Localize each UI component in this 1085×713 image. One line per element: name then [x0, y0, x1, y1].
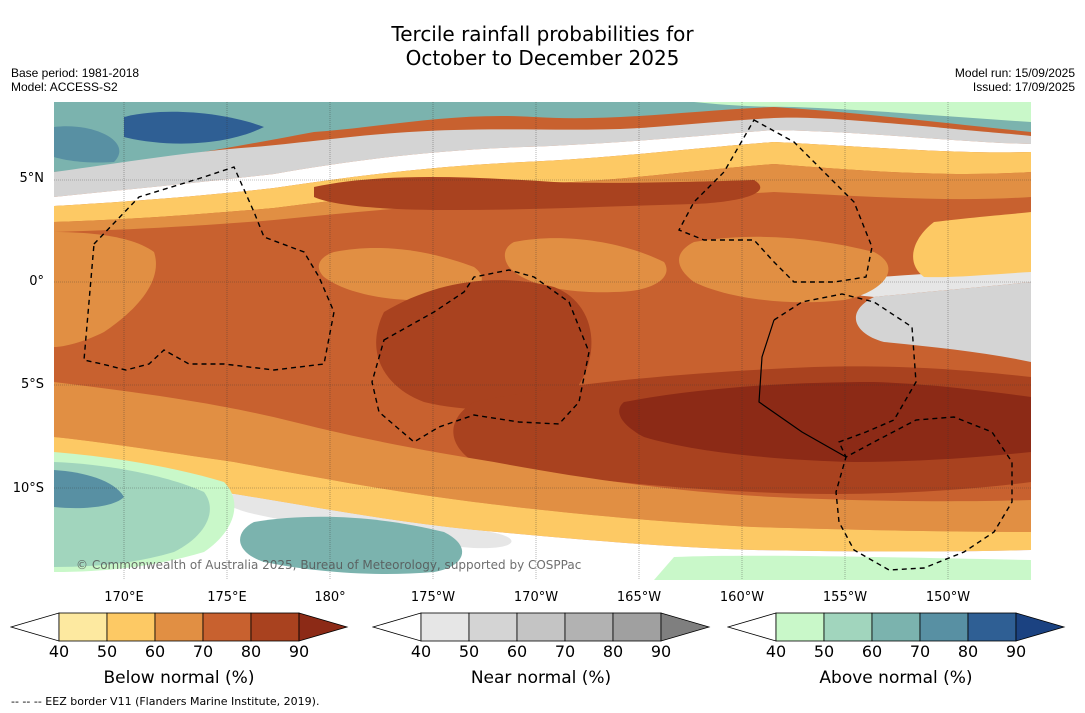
- tick-label: 90: [650, 642, 672, 661]
- probability-map: [54, 102, 1031, 580]
- tick-label: 90: [288, 642, 310, 661]
- tick-label: 60: [861, 642, 883, 661]
- lon-label-160w: 160°W: [719, 590, 765, 605]
- lon-label-150w: 150°W: [925, 590, 971, 605]
- tick-label: 40: [410, 642, 432, 661]
- north-above-dark: [124, 111, 264, 144]
- tick-label: 70: [909, 642, 931, 661]
- tick-label: 40: [765, 642, 787, 661]
- tick-label: 80: [957, 642, 979, 661]
- south-above-mid: [240, 516, 463, 574]
- copyright-notice: © Commonwealth of Australia 2025, Bureau…: [76, 558, 582, 572]
- issued-date: Issued: 17/09/2025: [972, 80, 1075, 94]
- colorbar-swatch: [202, 612, 252, 642]
- model-run: Model run: 15/09/2025: [954, 66, 1075, 80]
- colorbar-swatch: [154, 612, 204, 642]
- map-title: Tercile rainfall probabilities for Octob…: [0, 22, 1085, 70]
- tick-label: 50: [813, 642, 835, 661]
- lon-label-180: 180°: [314, 590, 346, 605]
- north-near-normal: [54, 117, 1031, 197]
- east-near-normal: [855, 282, 1031, 362]
- colorbar-below-normal: [10, 612, 349, 642]
- graticule: [54, 102, 1031, 580]
- equatorial-orange-mid: [504, 238, 667, 293]
- colorbar-extend-high: [1015, 612, 1066, 642]
- colorbar-swatch: [775, 612, 825, 642]
- north-light-green: [694, 102, 1031, 122]
- tick-label: 70: [554, 642, 576, 661]
- tick-label: 40: [48, 642, 70, 661]
- central-dark-zone: [376, 280, 592, 410]
- lat-label-10s: 10°S: [12, 481, 44, 496]
- tick-label: 80: [240, 642, 262, 661]
- base-period: Base period: 1981-2018: [11, 66, 140, 80]
- south-yellow-band: [54, 437, 1031, 552]
- title-line-1: Tercile rainfall probabilities for: [391, 22, 694, 46]
- eez-borders: [83, 119, 1013, 571]
- east-orange-patch: [679, 236, 889, 303]
- colorbar-extend-high: [298, 612, 349, 642]
- lon-label-175w: 175°W: [410, 590, 456, 605]
- lon-label-170w: 170°W: [513, 590, 559, 605]
- colorbar-swatch: [871, 612, 921, 642]
- north-above-mid: [54, 126, 120, 163]
- colorbar-extend-high: [660, 612, 711, 642]
- colorbar-swatch: [516, 612, 566, 642]
- eez-border-central: [371, 269, 590, 443]
- lat-label-5n: 5°N: [19, 171, 45, 186]
- north-above-normal: [54, 102, 1031, 172]
- model-name: Model: ACCESS-S2: [11, 80, 118, 94]
- colorbar-swatch: [823, 612, 873, 642]
- north-dark-streak: [314, 177, 761, 210]
- eez-border-west: [83, 166, 335, 371]
- tick-label: 50: [458, 642, 480, 661]
- north-white-band: [54, 130, 1031, 206]
- tick-label: 80: [602, 642, 624, 661]
- south-orange-band: [54, 382, 1031, 532]
- lat-label-0: 0°: [29, 274, 44, 289]
- colorbar-above-normal: [727, 612, 1066, 642]
- title-line-2: October to December 2025: [405, 46, 680, 70]
- lon-label-175e: 175°E: [207, 590, 247, 605]
- tick-label: 60: [506, 642, 528, 661]
- lon-label-170e: 170°E: [104, 590, 144, 605]
- west-orange-patch: [54, 232, 156, 347]
- colorbar-swatch: [612, 612, 662, 642]
- south-darkest-zone: [619, 382, 1031, 462]
- colorbar-swatch: [564, 612, 614, 642]
- tick-label: 90: [1005, 642, 1027, 661]
- colorbar-swatch: [420, 612, 470, 642]
- colorbar-swatch: [967, 612, 1017, 642]
- colorbar-swatch: [106, 612, 156, 642]
- colorbar-title-below: Below normal (%): [103, 668, 255, 688]
- equatorial-orange-west: [318, 247, 482, 301]
- eez-border-northeast: [678, 119, 873, 283]
- lat-label-5s: 5°S: [20, 377, 44, 392]
- meta-left: Base period: 1981-2018 Model: ACCESS-S2: [11, 66, 139, 94]
- tick-label: 70: [192, 642, 214, 661]
- eez-footnote: -- -- -- EEZ border V11 (Flanders Marine…: [11, 695, 320, 708]
- colorbar-extend-low: [727, 612, 777, 642]
- meta-right: Model run: 15/09/2025 Issued: 17/09/2025: [955, 66, 1075, 94]
- tick-label: 50: [96, 642, 118, 661]
- eez-border-east-link: [758, 319, 847, 458]
- colorbar-near-normal: [372, 612, 711, 642]
- colorbar-extend-low: [372, 612, 422, 642]
- southeast-light-green: [654, 555, 1031, 580]
- colorbar-swatch: [250, 612, 300, 642]
- colorbar-swatch: [919, 612, 969, 642]
- colorbar-swatch: [468, 612, 518, 642]
- colorbar-title-near: Near normal (%): [470, 668, 612, 688]
- lon-label-165w: 165°W: [616, 590, 662, 605]
- colorbar-swatch: [58, 612, 108, 642]
- east-yellow: [913, 212, 1031, 278]
- south-above-dark: [54, 470, 124, 509]
- lon-label-155w: 155°W: [822, 590, 868, 605]
- eez-border-east: [773, 293, 1013, 571]
- colorbar-title-above: Above normal (%): [819, 668, 973, 688]
- colorbar-extend-low: [10, 612, 60, 642]
- tick-label: 60: [144, 642, 166, 661]
